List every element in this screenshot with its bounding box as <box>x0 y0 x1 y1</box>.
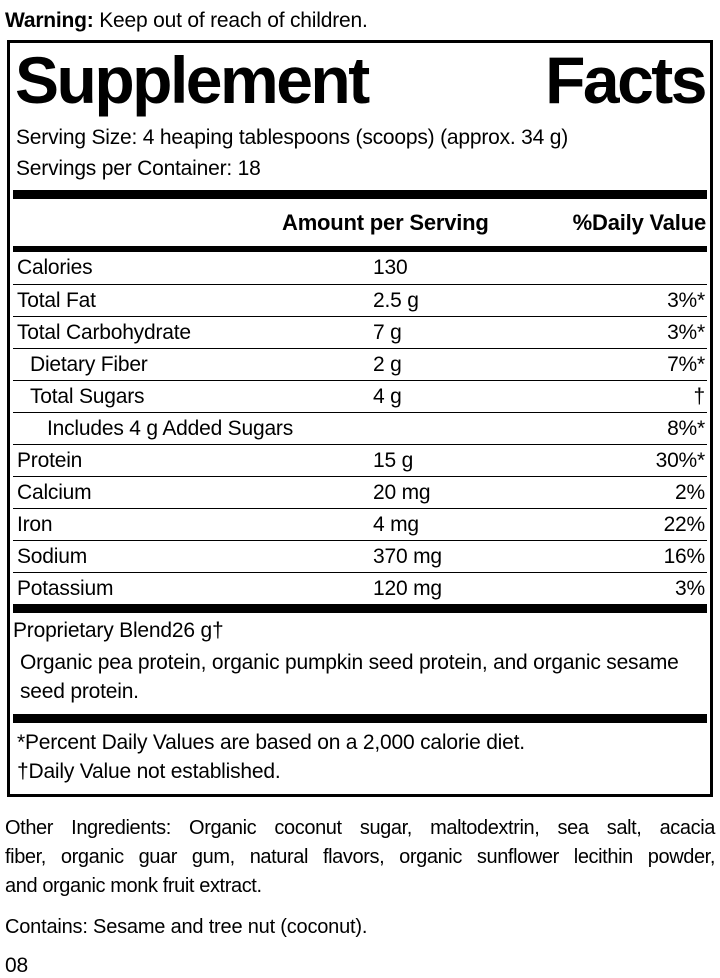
row-name: Calories <box>17 256 93 279</box>
allergen-contains-statement: Contains: Sesame and tree nut (coconut). <box>5 916 368 938</box>
row-name: Proprietary Blend <box>13 619 172 642</box>
table-row-total-carbohydrate: Total Carbohydrate 7 g 3%* <box>13 316 707 348</box>
row-amount: 2 g <box>373 352 402 376</box>
nutrient-table: Calories 130 Total Fat 2.5 g 3%* Total C… <box>13 252 707 604</box>
divider-bar-thick-2 <box>13 604 707 613</box>
proprietary-blend-description: Organic pea protein, organic pumpkin see… <box>13 649 707 714</box>
warning-line: Warning: Keep out of reach of children. <box>0 0 720 34</box>
row-name: Dietary Fiber <box>30 352 148 376</box>
serving-info: Serving Size: 4 heaping tablespoons (sco… <box>13 114 707 184</box>
row-amount: 7 g <box>373 320 402 344</box>
table-row-protein: Protein 15 g 30%* <box>13 444 707 476</box>
row-dv: 22% <box>663 512 706 536</box>
column-header-daily-value: %Daily Value <box>572 210 707 235</box>
other-ingredients-line: and organic monk fruit extract. <box>5 875 262 897</box>
row-dv: † <box>693 384 706 408</box>
footnotes: *Percent Daily Values are based on a 2,0… <box>13 723 707 794</box>
warning-text: Keep out of reach of children. <box>93 9 368 32</box>
row-amount: 370 mg <box>373 544 442 568</box>
row-dv: † <box>211 619 224 642</box>
row-name: Total Carbohydrate <box>17 320 191 344</box>
row-amount: 20 mg <box>373 480 431 504</box>
footnote-percent-daily-values: *Percent Daily Values are based on a 2,0… <box>17 731 525 754</box>
table-row-added-sugars: Includes 4 g Added Sugars 8%* <box>13 412 707 444</box>
row-amount: 4 mg <box>373 512 419 536</box>
row-name: Calcium <box>17 480 92 504</box>
table-row-potassium: Potassium 120 mg 3% <box>13 572 707 604</box>
row-dv: 16% <box>663 544 706 568</box>
row-dv: 8%* <box>667 416 705 440</box>
row-amount: 15 g <box>373 448 414 472</box>
row-name: Total Sugars <box>30 384 145 408</box>
label-code: 08 <box>5 954 28 977</box>
panel-title-word-supplement: Supplement <box>15 43 370 117</box>
supplement-facts-panel: Supplement Facts Serving Size: 4 heaping… <box>7 40 713 797</box>
serving-size: Serving Size: 4 heaping tablespoons (sco… <box>16 126 569 149</box>
other-ingredients-line: fiber, organic guar gum, natural flavors… <box>5 846 715 868</box>
row-amount: 2.5 g <box>373 288 419 312</box>
row-name: Iron <box>17 512 53 536</box>
row-name: Sodium <box>17 544 88 568</box>
divider-bar-thick-3 <box>13 714 707 723</box>
row-dv: 3%* <box>667 288 705 312</box>
row-dv: 7%* <box>667 352 705 376</box>
blend-description-line: Organic pea protein, organic pumpkin see… <box>20 651 679 674</box>
table-row-iron: Iron 4 mg 22% <box>13 508 707 540</box>
other-ingredients: Other Ingredients: Organic coconut sugar… <box>5 814 715 901</box>
row-amount: 4 g <box>373 384 402 408</box>
row-dv: 3%* <box>667 320 705 344</box>
divider-bar-thick-1 <box>13 190 707 199</box>
row-amount: 120 mg <box>373 576 442 600</box>
table-row-dietary-fiber: Dietary Fiber 2 g 7%* <box>13 348 707 380</box>
blend-description-line: seed protein. <box>20 679 139 703</box>
row-name: Total Fat <box>17 288 96 312</box>
panel-title: Supplement Facts <box>13 46 707 114</box>
table-row-calories: Calories 130 <box>13 252 707 284</box>
table-row-proprietary-blend: Proprietary Blend 26 g † <box>13 613 707 649</box>
column-header-amount: Amount per Serving <box>282 210 489 235</box>
table-row-total-fat: Total Fat 2.5 g 3%* <box>13 284 707 316</box>
row-amount: 130 <box>373 256 408 279</box>
column-header-row: Amount per Serving %Daily Value <box>13 199 707 246</box>
divider-bar-thin <box>13 246 707 252</box>
panel-title-word-facts: Facts <box>545 43 707 117</box>
table-row-calcium: Calcium 20 mg 2% <box>13 476 707 508</box>
table-row-total-sugars: Total Sugars 4 g † <box>13 380 707 412</box>
row-name: Potassium <box>17 576 114 600</box>
warning-label: Warning: <box>5 9 94 32</box>
table-row-sodium: Sodium 370 mg 16% <box>13 540 707 572</box>
servings-per-container: Servings per Container: 18 <box>16 157 261 180</box>
row-name: Protein <box>17 448 83 472</box>
row-dv: 2% <box>675 480 705 504</box>
other-ingredients-line: Other Ingredients: Organic coconut sugar… <box>5 817 715 839</box>
row-dv: 3% <box>675 576 705 600</box>
row-amount: 26 g <box>171 619 212 642</box>
footnote-daily-value-not-established: †Daily Value not established. <box>17 760 281 783</box>
row-name: Includes 4 g Added Sugars <box>47 416 294 440</box>
row-dv: 30%* <box>655 448 706 472</box>
